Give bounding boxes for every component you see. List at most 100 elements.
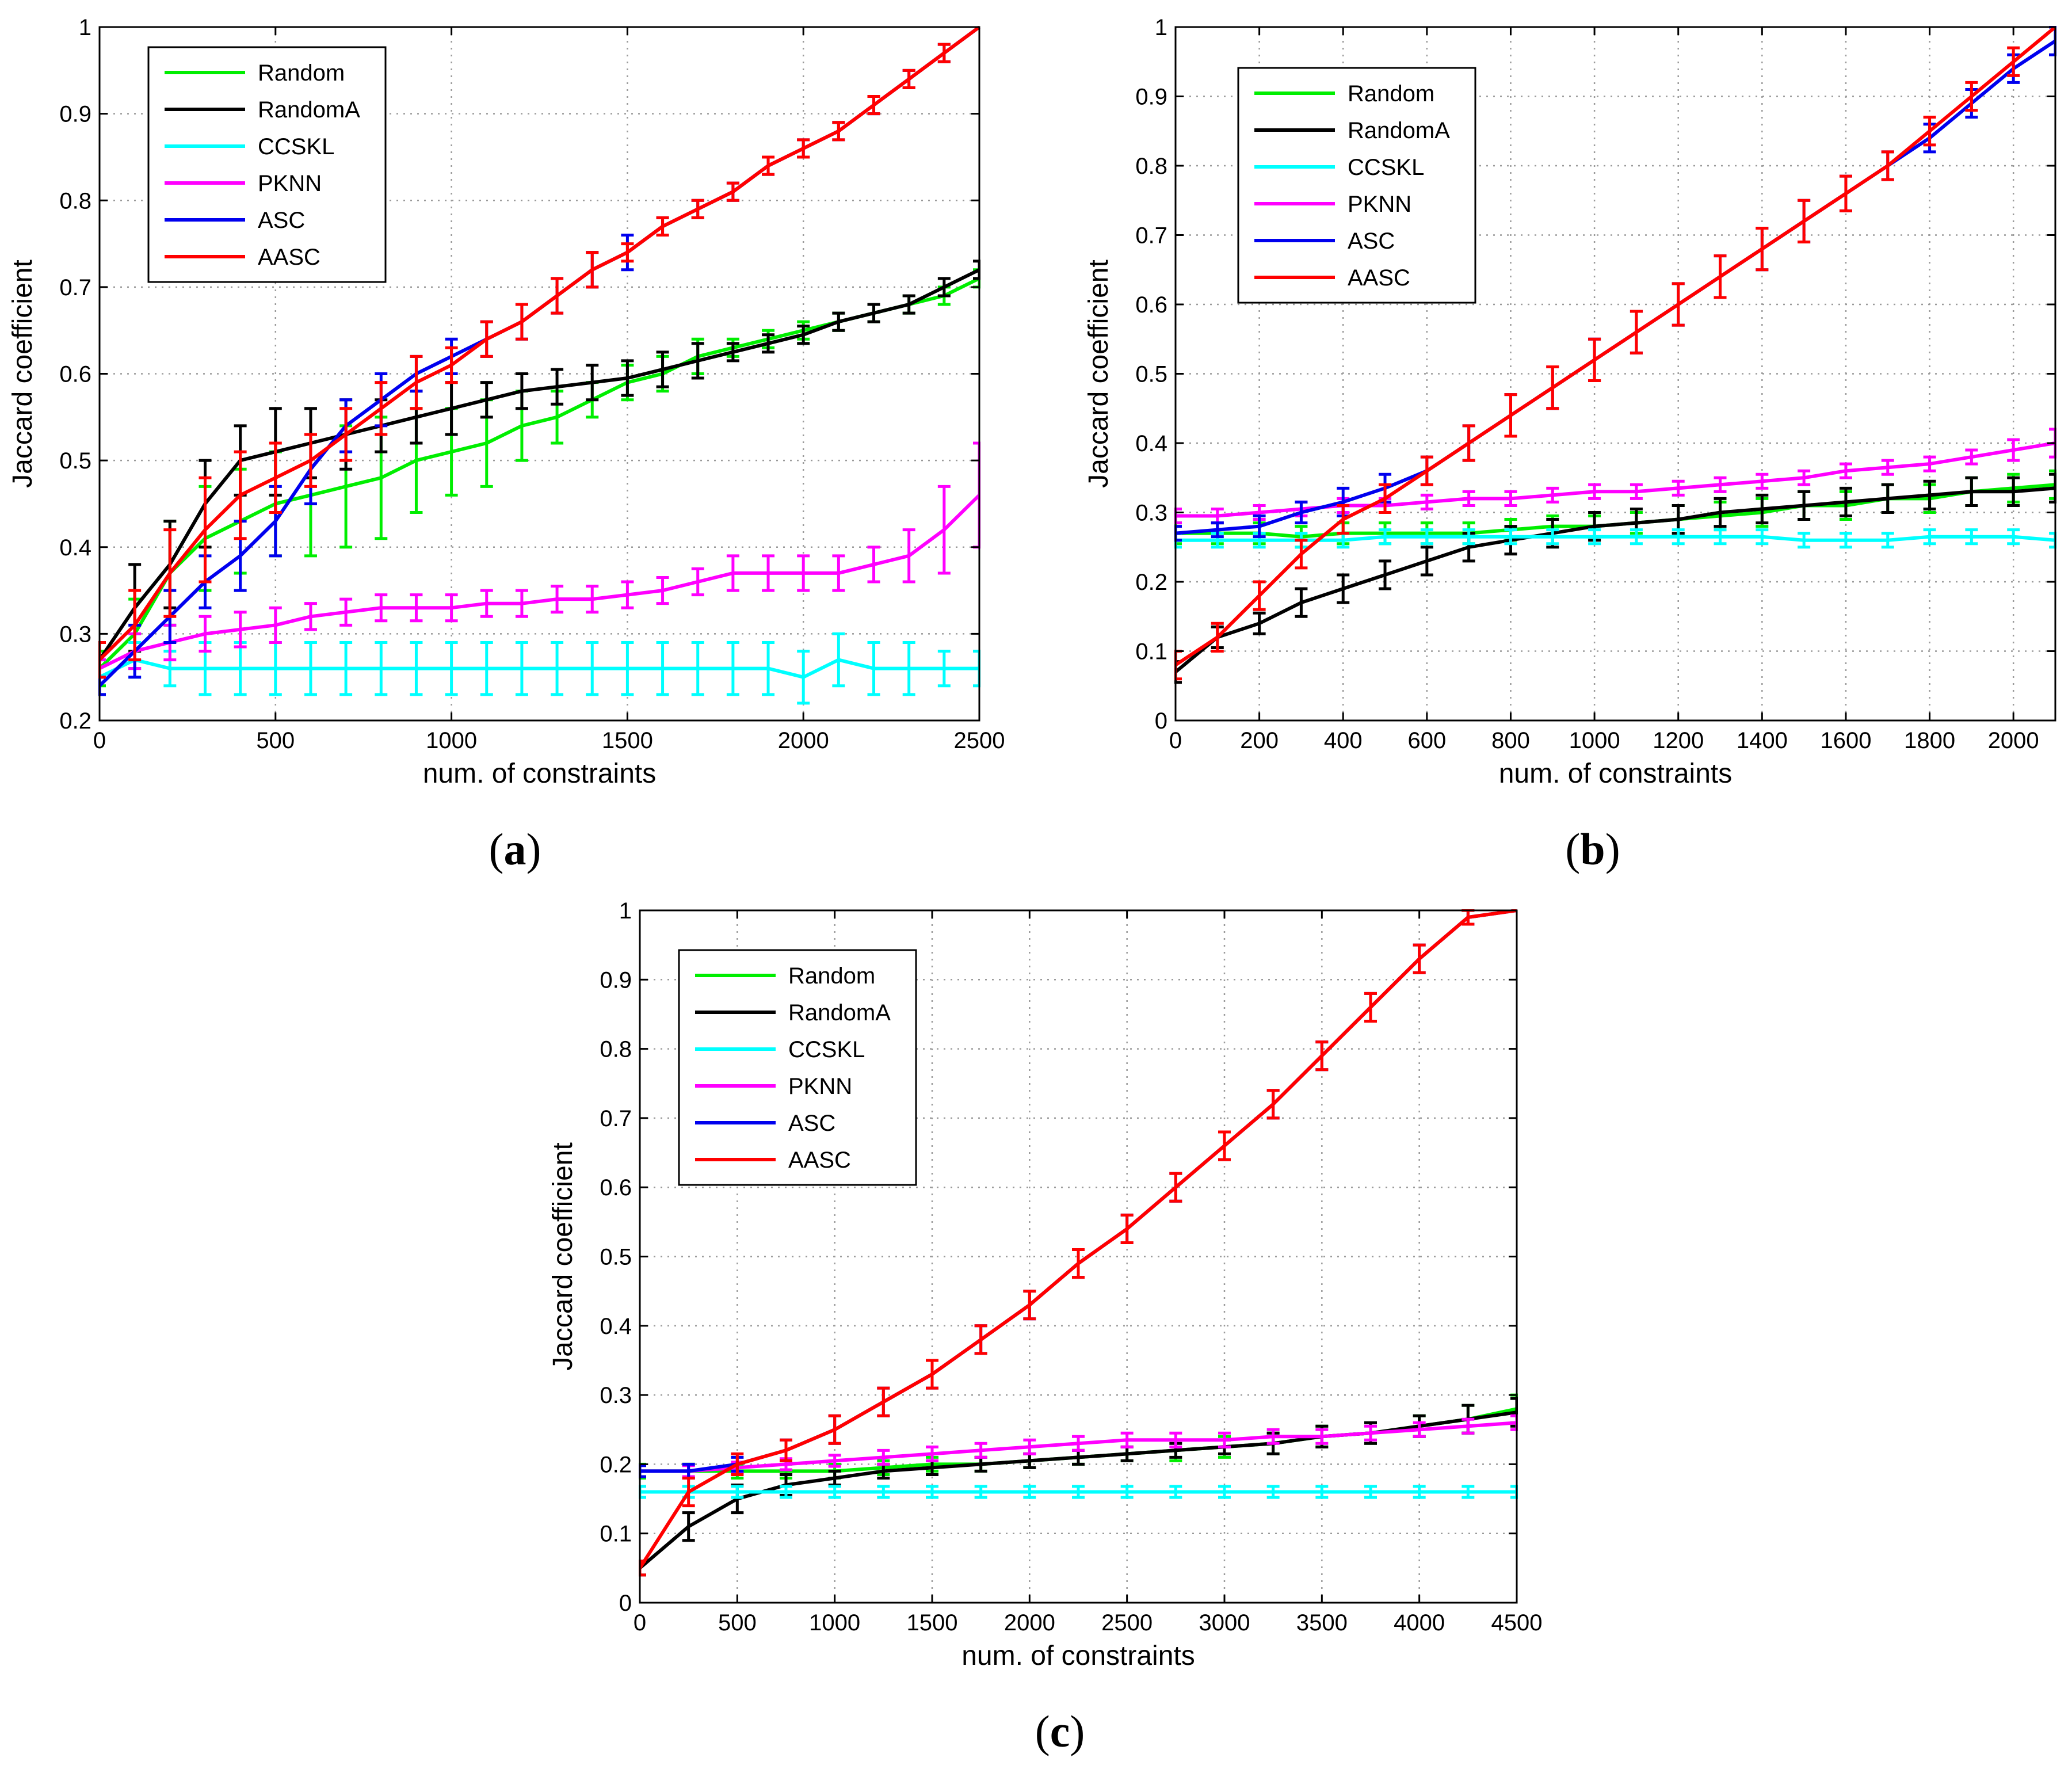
error-bar-aasc xyxy=(339,407,353,462)
error-bar-aasc xyxy=(902,68,915,89)
error-bar-aasc xyxy=(234,450,247,540)
error-bar-pknn xyxy=(586,585,599,614)
x-tick-label: 0 xyxy=(93,728,106,753)
error-bar-randoma xyxy=(1756,493,1769,525)
y-tick-label: 0.8 xyxy=(600,1037,632,1062)
x-tick-label: 500 xyxy=(718,1610,757,1635)
error-bar-pknn xyxy=(867,546,880,584)
error-bar-ccskl xyxy=(1672,528,1685,546)
error-bar-aasc xyxy=(1295,539,1308,570)
error-bar-pknn xyxy=(1881,459,1894,476)
x-tick-label: 1400 xyxy=(1737,728,1788,753)
y-tick-label: 0.9 xyxy=(59,102,91,127)
error-bar-aasc xyxy=(1364,992,1377,1023)
error-bar-pknn xyxy=(1462,490,1475,507)
legend-label-aasc: AASC xyxy=(788,1147,851,1173)
panel-caption: (a) xyxy=(489,824,541,874)
error-bar-ccskl xyxy=(780,1485,792,1499)
error-bar-aasc xyxy=(1881,150,1894,181)
error-bar-ccskl xyxy=(1023,1485,1036,1499)
legend-label-randoma: RandomA xyxy=(788,1000,891,1025)
y-tick-label: 0.9 xyxy=(600,967,632,993)
error-bar-aasc xyxy=(410,354,423,410)
error-bar-aasc xyxy=(1923,116,1936,147)
error-bar-aasc xyxy=(1379,483,1392,514)
error-bar-pknn xyxy=(1023,1438,1036,1455)
error-bar-pknn xyxy=(1714,476,1727,493)
error-bar-randoma xyxy=(1881,483,1894,514)
error-bar-randoma xyxy=(1839,486,1852,518)
error-bar-randoma xyxy=(656,350,669,388)
error-bar-pknn xyxy=(1266,1428,1280,1445)
error-bar-asc xyxy=(1211,521,1224,539)
error-bar-ccskl xyxy=(762,640,775,696)
y-axis-label: Jaccard coefficient xyxy=(7,260,38,488)
y-tick-label: 0.7 xyxy=(600,1106,632,1131)
error-bar-ccskl xyxy=(731,1485,744,1499)
error-bar-ccskl xyxy=(937,650,951,688)
y-tick-label: 0.1 xyxy=(1135,639,1167,665)
error-bar-aasc xyxy=(1420,455,1433,486)
error-bar-aasc xyxy=(128,589,142,662)
error-bar-aasc xyxy=(1211,622,1224,653)
error-bar-ccskl xyxy=(1714,528,1727,546)
y-tick-label: 0.2 xyxy=(1135,570,1167,595)
error-bar-pknn xyxy=(937,485,951,575)
legend: Random RandomA CCSKL PKNN ASC AASC xyxy=(678,949,917,1186)
error-bar-pknn xyxy=(1630,483,1643,500)
legend-label-asc: ASC xyxy=(788,1111,835,1136)
y-tick-label: 0.1 xyxy=(600,1522,632,1547)
error-bar-aasc xyxy=(163,528,177,618)
error-bar-aasc xyxy=(199,476,212,584)
y-tick-label: 0 xyxy=(1155,708,1167,734)
legend: Random RandomA CCSKL PKNN ASC AASC xyxy=(1237,67,1476,304)
error-bar-aasc xyxy=(1266,1089,1280,1120)
y-tick-label: 0.4 xyxy=(59,535,91,561)
error-bar-ccskl xyxy=(1923,528,1936,546)
series-line-randoma xyxy=(98,268,980,661)
error-bar-ccskl xyxy=(656,640,669,696)
legend-box xyxy=(147,46,387,283)
error-bar-ccskl xyxy=(1266,1485,1280,1499)
error-bar-ccskl xyxy=(1420,528,1433,546)
error-bar-randoma xyxy=(726,342,739,363)
x-tick-label: 2000 xyxy=(1988,728,2039,753)
error-bar-randoma xyxy=(551,368,564,406)
error-bar-aasc xyxy=(1630,310,1643,354)
error-bar-aasc xyxy=(1169,1172,1182,1203)
x-tick-label: 1000 xyxy=(809,1610,860,1635)
y-tick-label: 0.5 xyxy=(1135,362,1167,387)
error-bar-pknn xyxy=(1315,1428,1329,1445)
x-tick-label: 3000 xyxy=(1199,1610,1250,1635)
error-bar-randoma xyxy=(1714,497,1727,528)
error-bar-pknn xyxy=(1839,462,1852,479)
legend-label-pknn: PKNN xyxy=(1348,192,1411,217)
error-bar-ccskl xyxy=(797,650,810,705)
error-bar-aasc xyxy=(926,1359,938,1390)
error-bar-randoma xyxy=(515,372,528,410)
error-bar-pknn xyxy=(1364,1424,1377,1442)
error-bar-ccskl xyxy=(877,1485,890,1499)
error-bar-pknn xyxy=(480,589,493,618)
error-bar-pknn xyxy=(1120,1431,1134,1448)
error-bar-aasc xyxy=(1413,943,1426,974)
x-tick-label: 0 xyxy=(1169,728,1182,753)
legend-label-random: Random xyxy=(1348,81,1434,106)
chart-panel-b: 0 200 400 600 800 1000 1200 1400 1600 1800 2000 0 0.… xyxy=(1083,15,2056,874)
error-bar-randoma xyxy=(797,325,810,345)
series-line-pknn xyxy=(98,494,980,670)
error-bar-pknn xyxy=(1965,448,1978,466)
error-bar-pknn xyxy=(269,606,282,644)
error-bar-aasc xyxy=(1714,254,1727,299)
error-bar-ccskl xyxy=(1379,528,1392,546)
error-bar-randoma xyxy=(1295,587,1308,618)
error-bar-aasc xyxy=(269,441,282,514)
error-bar-pknn xyxy=(902,528,915,584)
error-bar-ccskl xyxy=(726,640,739,696)
error-bar-pknn xyxy=(551,585,564,614)
error-bar-ccskl xyxy=(974,1485,987,1499)
error-bar-ccskl xyxy=(1630,528,1643,546)
legend-label-random: Random xyxy=(258,60,345,86)
y-tick-label: 0.9 xyxy=(1135,85,1167,110)
error-bar-pknn xyxy=(445,593,458,623)
